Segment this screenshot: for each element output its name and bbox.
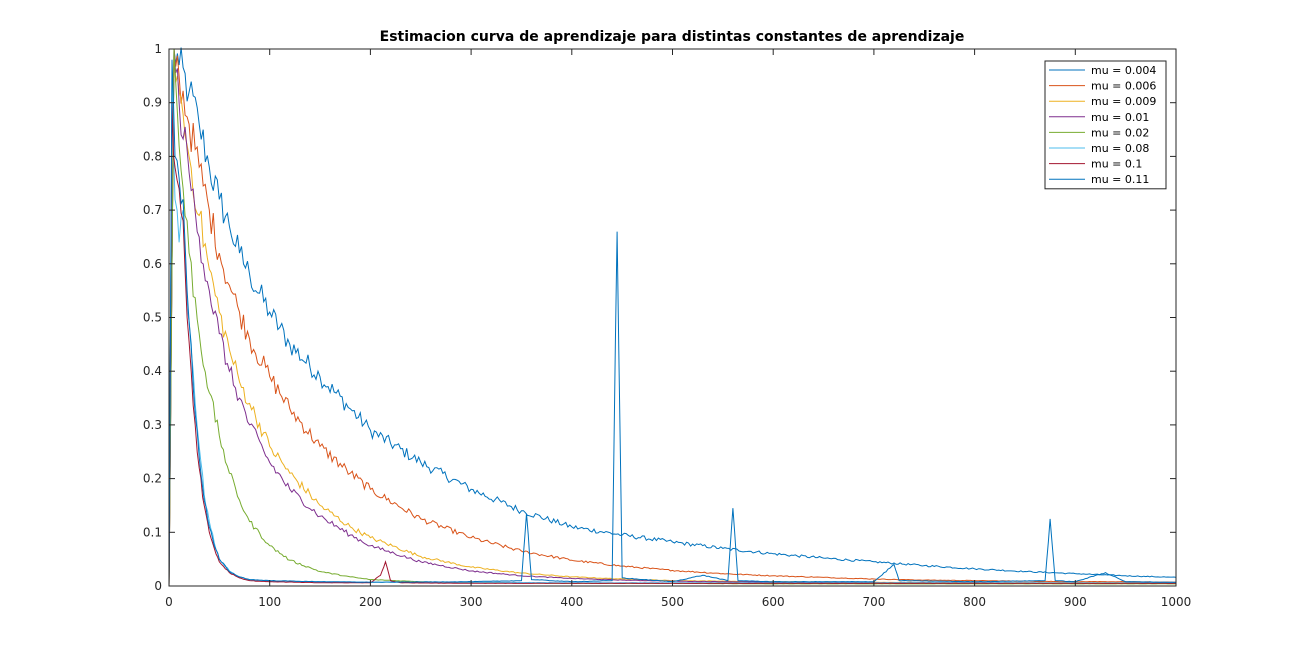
plot-background — [169, 49, 1176, 586]
y-tick-label: 0.9 — [143, 96, 162, 110]
y-tick-label: 0.6 — [143, 257, 162, 271]
series-line-1 — [168, 47, 1177, 587]
legend-entry: mu = 0.11 — [1091, 173, 1149, 186]
y-tick-label: 0 — [154, 579, 162, 593]
legend-entry: mu = 0.1 — [1091, 158, 1142, 171]
legend-box — [1044, 60, 1167, 190]
x-tick-label: 200 — [359, 595, 382, 609]
x-tick-label: 100 — [258, 595, 281, 609]
y-tick-label: 0.8 — [143, 149, 162, 163]
legend-entry: mu = 0.006 — [1091, 80, 1156, 93]
series-line-7 — [168, 102, 1177, 587]
chart-title: Estimacion curva de aprendizaje para dis… — [380, 29, 965, 45]
x-tick-label: 900 — [1064, 595, 1087, 609]
y-tick-label: 0.7 — [143, 203, 162, 217]
legend-entry: mu = 0.01 — [1091, 111, 1149, 124]
series-line-8 — [168, 59, 1177, 587]
x-tick-label: 400 — [560, 595, 583, 609]
y-tick-label: 0.3 — [143, 418, 162, 432]
x-tick-label: 0 — [165, 595, 173, 609]
ticks-layer: 0 100 200 300 400 500 600 700 800 900 1000 0 0.1 0.2 0… — [143, 42, 1191, 609]
y-tick-label: 0.1 — [143, 525, 162, 539]
legend-entry: mu = 0.08 — [1091, 142, 1149, 155]
y-tick-label: 0.5 — [143, 311, 162, 325]
x-tick-label: 700 — [862, 595, 885, 609]
x-tick-label: 1000 — [1161, 595, 1192, 609]
legend-entry: mu = 0.02 — [1091, 126, 1149, 139]
x-tick-label: 600 — [762, 595, 785, 609]
y-tick-label: 1 — [154, 42, 162, 56]
x-tick-label: 800 — [963, 595, 986, 609]
x-tick-label: 500 — [661, 595, 684, 609]
x-tick-label: 300 — [460, 595, 483, 609]
legend-entry: mu = 0.004 — [1091, 64, 1156, 77]
legend-entry: mu = 0.009 — [1091, 95, 1156, 108]
y-tick-label: 0.2 — [143, 472, 162, 486]
y-tick-label: 0.4 — [143, 364, 162, 378]
series-layer — [168, 47, 1177, 587]
legend: mu = 0.004 mu = 0.006 mu = 0.009 mu = 0.01 m… — [1044, 60, 1167, 190]
